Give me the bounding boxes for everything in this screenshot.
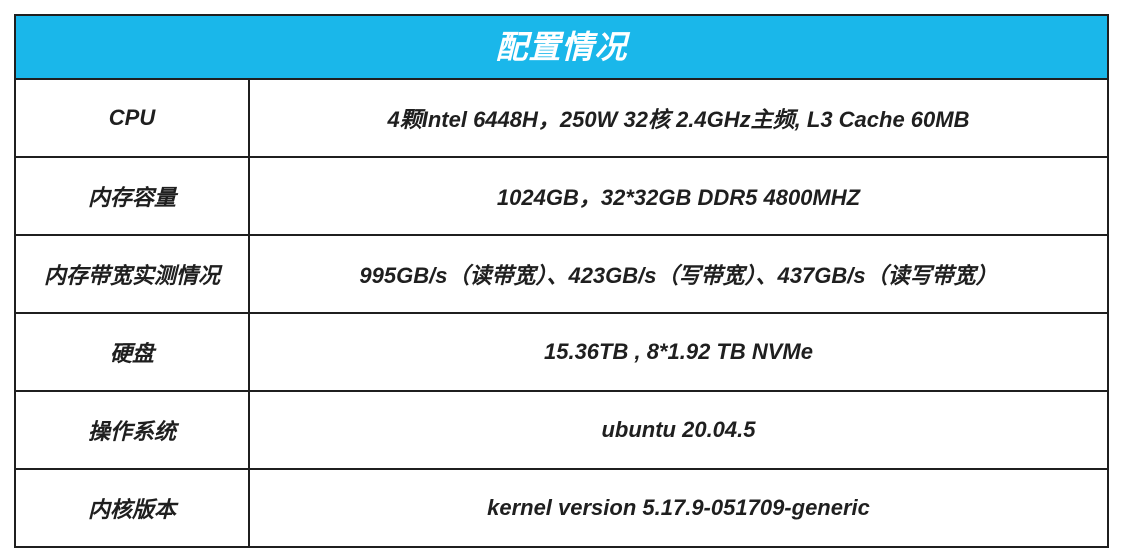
row-value-os: ubuntu 20.04.5 — [249, 391, 1108, 469]
row-label-cpu: CPU — [15, 79, 249, 157]
row-value-kernel: kernel version 5.17.9-051709-generic — [249, 469, 1108, 547]
row-label-disk: 硬盘 — [15, 313, 249, 391]
row-label-memory-capacity: 内存容量 — [15, 157, 249, 235]
table-header: 配置情况 — [15, 15, 1108, 79]
config-table: 配置情况 CPU 4颗Intel 6448H，250W 32核 2.4GHz主频… — [14, 14, 1109, 548]
table-row: 硬盘 15.36TB , 8*1.92 TB NVMe — [15, 313, 1108, 391]
table-row: CPU 4颗Intel 6448H，250W 32核 2.4GHz主频, L3 … — [15, 79, 1108, 157]
row-label-memory-bandwidth: 内存带宽实测情况 — [15, 235, 249, 313]
row-value-disk: 15.36TB , 8*1.92 TB NVMe — [249, 313, 1108, 391]
table-row: 操作系统 ubuntu 20.04.5 — [15, 391, 1108, 469]
row-label-os: 操作系统 — [15, 391, 249, 469]
row-value-memory-bandwidth: 995GB/s（读带宽）、423GB/s（写带宽）、437GB/s（读写带宽） — [249, 235, 1108, 313]
table-row: 内存容量 1024GB，32*32GB DDR5 4800MHZ — [15, 157, 1108, 235]
table-row: 内存带宽实测情况 995GB/s（读带宽）、423GB/s（写带宽）、437GB… — [15, 235, 1108, 313]
row-label-kernel: 内核版本 — [15, 469, 249, 547]
table-row: 内核版本 kernel version 5.17.9-051709-generi… — [15, 469, 1108, 547]
row-value-memory-capacity: 1024GB，32*32GB DDR5 4800MHZ — [249, 157, 1108, 235]
row-value-cpu: 4颗Intel 6448H，250W 32核 2.4GHz主频, L3 Cach… — [249, 79, 1108, 157]
